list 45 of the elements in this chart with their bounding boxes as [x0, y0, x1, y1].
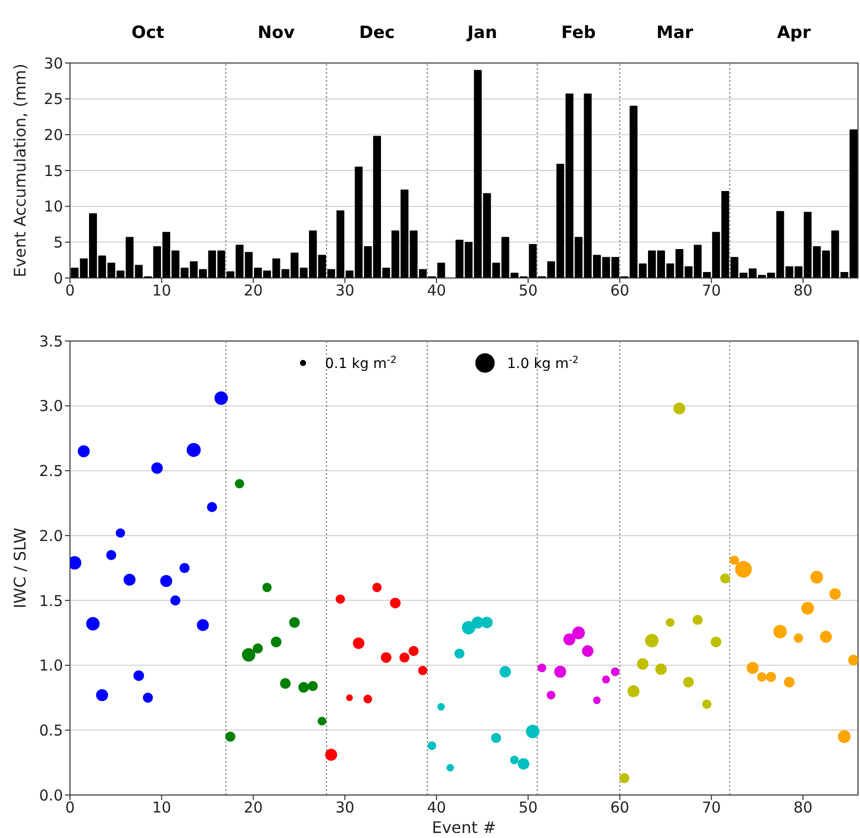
y-tick-label: 10	[44, 198, 63, 216]
x-tick-label: 20	[244, 282, 263, 300]
x-tick-label: 0	[65, 282, 75, 300]
text: Nov	[258, 23, 295, 43]
x-tick-label: 20	[244, 798, 263, 817]
x-tick-label: 40	[426, 282, 446, 300]
text: Oct	[132, 23, 164, 43]
y-tick-label: 30	[44, 54, 63, 72]
y-tick-label: 0	[53, 269, 63, 288]
text: Apr	[777, 23, 812, 43]
legend-label: 1.0 kg m$^{-2}$	[507, 354, 579, 372]
x-tick-label: 0	[65, 798, 75, 817]
x-tick-label: 10	[152, 282, 172, 300]
text: Feb	[561, 23, 596, 43]
y-tick-label: 1.0	[39, 656, 63, 675]
x-tick-label: 30	[335, 798, 354, 817]
text: Jan	[466, 23, 498, 43]
text: Mar	[656, 23, 694, 43]
y-tick-label: 0.5	[39, 721, 63, 740]
y-axis-title: IWC / SLW	[10, 527, 30, 608]
y-tick-label: 3.0	[39, 397, 63, 416]
y-tick-label: 5	[53, 233, 63, 252]
y-tick-label: 2.0	[39, 526, 63, 545]
y-tick-label: 3.5	[39, 332, 63, 350]
x-tick-label: 60	[610, 282, 630, 300]
y-tick-label: 1.5	[39, 592, 63, 610]
x-tick-label: 50	[518, 282, 538, 300]
x-tick-label: 60	[610, 798, 630, 817]
y-tick-label: 20	[44, 126, 63, 144]
x-tick-label: 10	[152, 798, 172, 817]
x-tick-label: 50	[518, 798, 538, 817]
text: Dec	[359, 23, 395, 43]
x-tick-label: 80	[793, 798, 813, 817]
legend-label: 0.1 kg m$^{-2}$	[325, 354, 397, 372]
x-axis-title: Event #	[432, 818, 496, 837]
y-tick-label: 0.0	[39, 786, 63, 804]
x-tick-label: 40	[426, 798, 446, 817]
y-tick-label: 15	[44, 162, 63, 180]
y-tick-label: 25	[44, 90, 63, 108]
x-tick-label: 80	[793, 282, 813, 300]
x-tick-label: 70	[702, 282, 721, 300]
y-tick-label: 2.5	[39, 462, 63, 480]
y-axis-title: Event Accumulation, (mm)	[10, 64, 30, 278]
x-tick-label: 70	[702, 798, 721, 817]
x-tick-label: 30	[335, 282, 354, 300]
